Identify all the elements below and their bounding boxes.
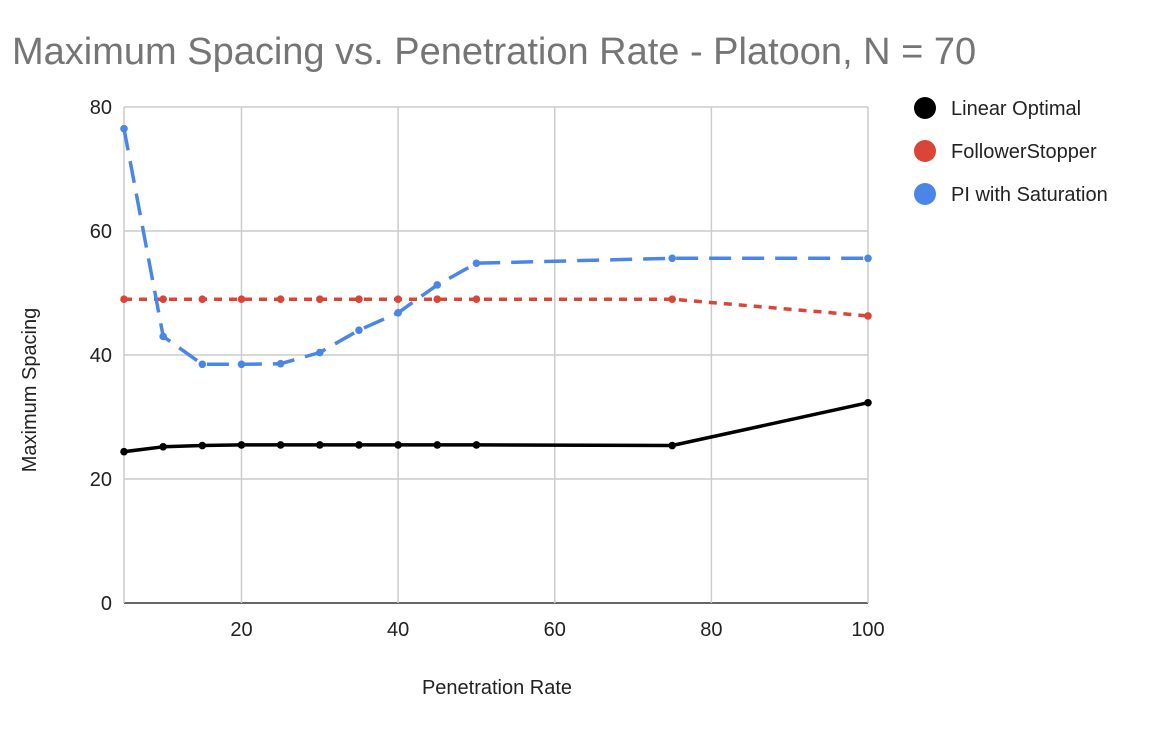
data-point [198,360,207,369]
data-point [120,447,128,456]
y-tick-label: 80 [90,97,112,119]
legend-item: PI with Saturation [914,183,1108,206]
data-point [433,441,442,449]
data-point [668,295,677,304]
gridlines [123,106,869,604]
series-1 [120,295,872,320]
data-point [237,295,246,304]
data-point [433,281,442,289]
series-2 [120,124,872,369]
legend: Linear Optimal FollowerStopper PI with Sat… [914,97,1108,206]
data-point [394,441,402,449]
data-point [276,295,285,304]
data-point [237,441,246,449]
plot-series [120,124,872,456]
y-tick-label: 0 [101,593,112,615]
data-point [315,348,324,357]
data-point [120,295,128,304]
data-point [315,295,324,304]
x-tick-label: 40 [387,619,409,641]
data-point [159,332,167,341]
data-point [315,441,324,449]
legend-label: PI with Saturation [951,184,1108,206]
data-point [237,360,246,369]
data-point [355,326,363,335]
data-point [472,259,481,268]
data-point [198,441,207,450]
y-tick-label: 60 [90,221,112,243]
series-line [124,297,869,318]
y-tick-label: 40 [90,345,112,367]
data-point [433,295,442,304]
legend-marker [914,183,936,205]
data-point [394,295,402,304]
x-tick-label: 60 [544,619,566,641]
series-0 [120,398,872,456]
legend-label: Linear Optimal [951,98,1081,120]
y-axis-title: Maximum Spacing [19,308,41,473]
x-axis-title: Penetration Rate [422,677,572,699]
x-tick-label: 100 [851,619,884,641]
data-point [864,312,872,320]
axis-ticks: 0 20 40 60 80 20 40 60 80 100 [90,97,885,641]
data-point [355,441,363,449]
chart-title: Maximum Spacing vs. Penetration Rate - P… [12,31,976,73]
series-line [122,128,868,367]
series-line [123,400,869,454]
data-point [198,295,207,304]
data-point [394,309,402,317]
data-point [276,441,285,449]
legend-item: Linear Optimal [914,97,1081,120]
x-tick-label: 80 [700,619,722,641]
data-point [864,254,872,263]
data-point [864,398,872,407]
data-point [159,442,167,451]
data-point [472,295,481,304]
data-point [668,441,677,450]
data-point [472,441,481,449]
data-point [355,295,363,304]
y-tick-label: 20 [90,469,112,491]
data-point [120,124,128,133]
legend-item: FollowerStopper [914,140,1097,163]
data-point [276,359,285,368]
data-point [159,295,167,304]
legend-marker [914,97,936,119]
x-tick-label: 20 [230,619,252,641]
data-point [668,254,677,263]
legend-marker [914,140,936,162]
legend-label: FollowerStopper [951,141,1097,163]
